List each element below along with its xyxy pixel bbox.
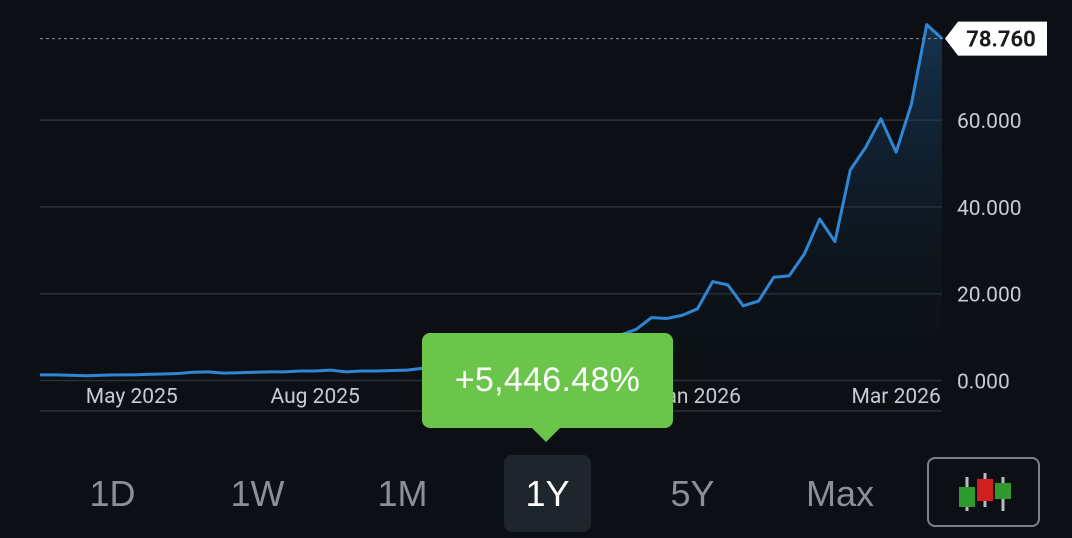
y-tick-label: 0.000	[957, 371, 1010, 395]
range-1m-button[interactable]: 1M	[377, 473, 428, 514]
x-tick-label: Aug 2025	[270, 385, 359, 409]
current-price-marker: 78.760	[40, 21, 1047, 56]
y-tick-label: 60.000	[957, 110, 1022, 134]
y-tick-label: 40.000	[957, 197, 1022, 221]
y-axis: 0.000 20.000 40.000 60.000	[957, 110, 1022, 394]
current-price-tag	[945, 21, 1047, 56]
x-tick-label: May 2025	[86, 385, 178, 409]
price-area-fill	[40, 24, 942, 411]
time-range-selector: 1D 1W 1M 1Y 5Y Max	[40, 455, 1040, 532]
range-1y-button[interactable]: 1Y	[504, 455, 591, 532]
x-tick-label: Mar 2026	[851, 385, 940, 409]
range-1w-button[interactable]: 1W	[230, 473, 285, 514]
tooltip-pointer	[531, 427, 561, 442]
range-1d-button[interactable]: 1D	[89, 473, 136, 514]
range-5y-button[interactable]: 5Y	[670, 473, 715, 514]
y-tick-label: 20.000	[957, 284, 1022, 308]
chart-type-toggle-button[interactable]	[927, 457, 1040, 527]
range-max-button[interactable]: Max	[805, 473, 874, 514]
current-price-label: 78.760	[966, 28, 1036, 53]
candlestick-icon	[959, 473, 1011, 511]
change-percent-tooltip: +5,446.48%	[422, 333, 673, 428]
